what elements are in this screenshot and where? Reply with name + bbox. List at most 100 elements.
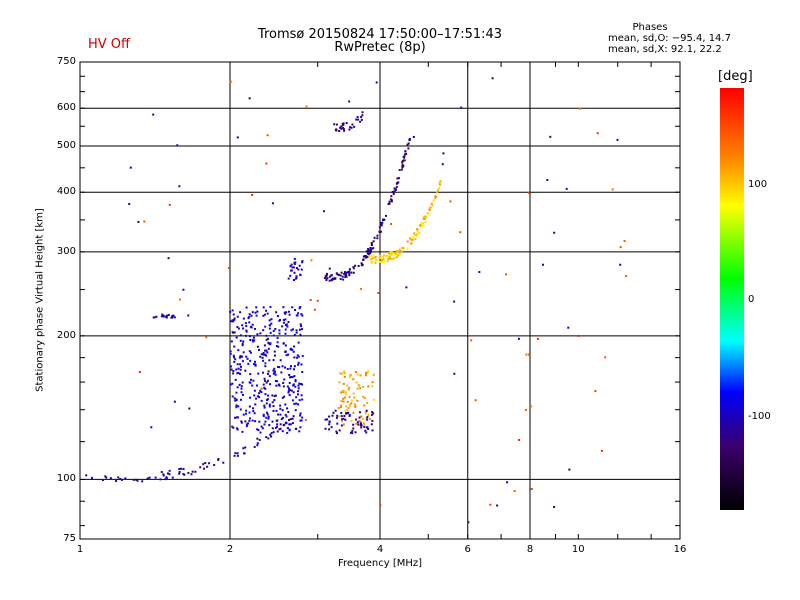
data-point-spread-f-o xyxy=(372,412,375,415)
data-point-f-trace-x xyxy=(420,225,423,228)
data-point-e-f1-cloud xyxy=(287,321,290,324)
data-point-f-trace-o xyxy=(407,142,410,145)
data-point-noise xyxy=(489,503,492,506)
data-point-e-f1-cloud xyxy=(274,394,277,397)
data-point-e-f1-cloud xyxy=(261,356,264,359)
data-point-spread-f-o xyxy=(345,412,348,415)
data-point-spread-f-o xyxy=(328,421,331,424)
data-point-e-f1-cloud xyxy=(241,430,244,433)
data-point-f-trace-x xyxy=(396,256,399,259)
data-point-f-trace-o xyxy=(369,246,372,249)
data-point-o-trace-low xyxy=(132,478,135,481)
data-point-e-f1-cloud xyxy=(235,368,238,371)
data-point-f-trace-o xyxy=(323,276,326,279)
grid-lines xyxy=(80,62,680,539)
x-tick-label: 8 xyxy=(526,544,534,555)
data-point-f-trace-o xyxy=(372,240,375,243)
data-point-e-f1-cloud xyxy=(238,383,241,386)
data-point-e-f1-cloud xyxy=(245,306,248,309)
data-point-e-f1-cloud xyxy=(250,378,253,381)
data-point-spread-f-x xyxy=(350,419,353,422)
data-point-o-trace-low xyxy=(253,445,256,448)
data-point-f-trace-x xyxy=(435,195,438,198)
data-point-e-f1-cloud xyxy=(282,385,285,388)
data-point-e-f1-cloud xyxy=(231,319,234,322)
data-point-spread-f-o xyxy=(359,422,362,425)
data-point-e-f1-cloud xyxy=(254,364,257,367)
data-point-e-f1-cloud xyxy=(237,367,240,370)
data-point-f-trace-x xyxy=(398,248,401,251)
data-point-f-trace-o xyxy=(366,252,369,255)
data-point-e-f1-cloud xyxy=(281,430,284,433)
data-point-e-f1-cloud xyxy=(287,410,290,413)
data-point-o-trace-low xyxy=(162,473,165,476)
data-point-f-trace-x xyxy=(438,181,441,184)
data-point-e-f1-cloud xyxy=(271,420,274,423)
data-point-o-trace-low xyxy=(119,477,122,480)
data-point-high-o-cluster xyxy=(348,128,351,131)
data-point-echo-1-5-mhz xyxy=(172,314,175,317)
data-point-o-trace-low xyxy=(117,476,120,479)
data-point-e-f1-cloud xyxy=(262,351,265,354)
data-point-e-f1-cloud xyxy=(269,342,272,345)
data-point-e-f1-cloud xyxy=(292,383,295,386)
data-point-noise xyxy=(178,185,181,188)
data-point-o-trace-low xyxy=(120,478,123,481)
data-point-f-trace-o xyxy=(350,271,353,274)
data-point-f-trace-x xyxy=(371,256,374,259)
stats-line-x: mean, sd,X: 92.1, 22.2 xyxy=(608,44,722,55)
data-point-e-f1-cloud xyxy=(268,324,271,327)
data-point-e-f1-cloud xyxy=(230,340,233,343)
data-point-e-f1-cloud xyxy=(241,342,244,345)
data-point-spread-f-x xyxy=(359,421,362,424)
data-point-spread-f-o xyxy=(324,427,327,430)
data-point-e-f1-cloud xyxy=(275,419,278,422)
data-point-f-trace-o xyxy=(381,221,384,224)
data-point-spread-f-x xyxy=(364,371,367,374)
data-point-e-f1-cloud xyxy=(262,413,265,416)
data-point-o-trace-low xyxy=(148,476,151,479)
data-point-f-trace-o xyxy=(398,169,401,172)
data-point-e-f1-cloud xyxy=(257,429,260,432)
data-point-noise xyxy=(549,135,552,138)
data-point-f-trace-o xyxy=(371,247,374,250)
data-point-f-trace-x xyxy=(397,254,400,257)
data-point-e-f1-cloud xyxy=(251,339,254,342)
data-point-f-trace-o xyxy=(333,277,336,280)
data-point-e-f1-cloud xyxy=(252,340,255,343)
data-point-noise xyxy=(565,187,568,190)
data-point-e-f1-cloud xyxy=(245,329,248,332)
data-point-f-trace-o xyxy=(379,231,382,234)
data-point-spread-f-x xyxy=(366,402,369,405)
data-point-e-f1-cloud xyxy=(290,347,293,350)
data-point-f-trace-o xyxy=(330,279,333,282)
data-point-e-f1-cloud xyxy=(298,328,301,331)
data-point-e-f1-cloud xyxy=(268,327,271,330)
data-point-f-trace-x xyxy=(418,232,421,235)
data-point-spread-f-o xyxy=(340,424,343,427)
data-point-f-trace-o xyxy=(388,200,391,203)
data-point-e-f1-cloud xyxy=(237,371,240,374)
data-point-f-trace-o xyxy=(325,278,328,281)
data-point-e-f1-cloud xyxy=(273,354,276,357)
data-point-f-trace-x xyxy=(394,252,397,255)
data-point-e-f1-cloud xyxy=(283,311,286,314)
y-tick-label: 100 xyxy=(56,473,76,485)
data-point-e-f1-cloud xyxy=(260,399,263,402)
data-point-f-trace-x xyxy=(438,183,441,186)
data-point-echo-2-7-mhz xyxy=(297,268,300,271)
data-point-f-trace-x xyxy=(416,234,419,237)
data-point-noise xyxy=(506,481,509,484)
data-point-e-f1-cloud xyxy=(262,359,265,362)
data-point-f-trace-o xyxy=(393,190,396,193)
x-tick-label: 6 xyxy=(464,544,471,555)
x-tick-label: 4 xyxy=(376,544,384,555)
data-point-e-f1-cloud xyxy=(263,423,266,426)
data-point-e-f1-cloud xyxy=(249,351,252,354)
data-point-echo-2-7-mhz xyxy=(292,279,295,282)
data-point-high-o-cluster xyxy=(355,118,358,121)
data-point-e-f1-cloud xyxy=(281,365,284,368)
data-point-noise xyxy=(568,468,571,471)
data-point-e-f1-cloud xyxy=(291,348,294,351)
data-point-o-trace-low xyxy=(141,480,144,483)
